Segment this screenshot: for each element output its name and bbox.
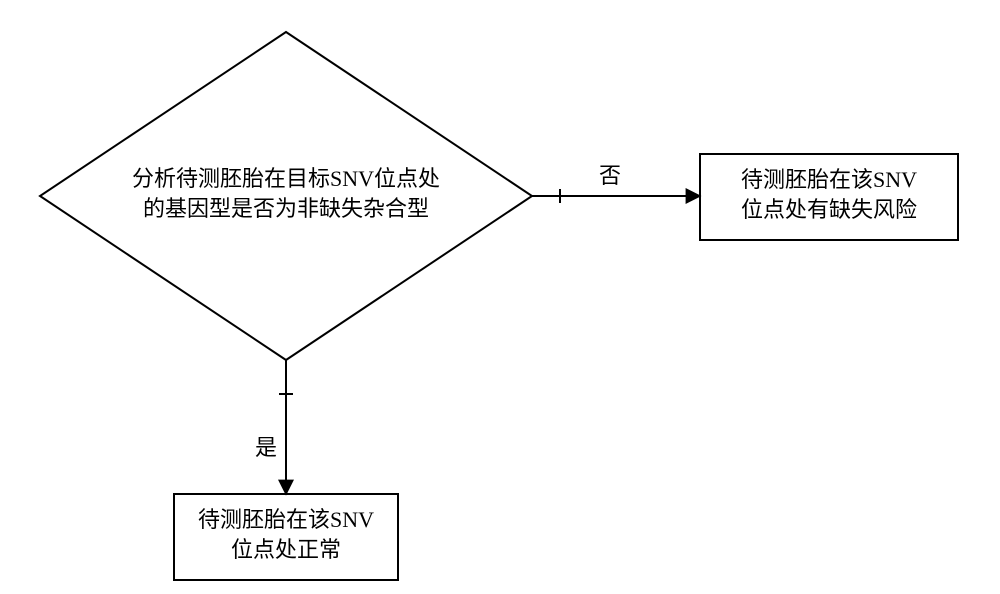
edge-label: 否 <box>599 163 621 188</box>
result-no-node-text-line: 待测胚胎在该SNV <box>741 167 917 192</box>
result-yes-node: 待测胚胎在该SNV 位点处正常 <box>174 494 398 580</box>
result-yes-node-text-line: 位点处正常 <box>231 537 341 562</box>
edge-label: 是 <box>255 435 277 460</box>
result-no-node-text-line: 位点处有缺失风险 <box>741 197 917 222</box>
result-no-node: 待测胚胎在该SNV 位点处有缺失风险 <box>700 154 958 240</box>
decision-text-line: 分析待测胚胎在目标SNV位点处 <box>132 166 440 191</box>
edge: 是 <box>255 360 293 494</box>
decision-node: 分析待测胚胎在目标SNV位点处的基因型是否为非缺失杂合型 <box>40 32 532 360</box>
edge: 否 <box>532 163 700 203</box>
result-yes-node-text-line: 待测胚胎在该SNV <box>198 507 374 532</box>
decision-text-line: 的基因型是否为非缺失杂合型 <box>143 196 429 221</box>
